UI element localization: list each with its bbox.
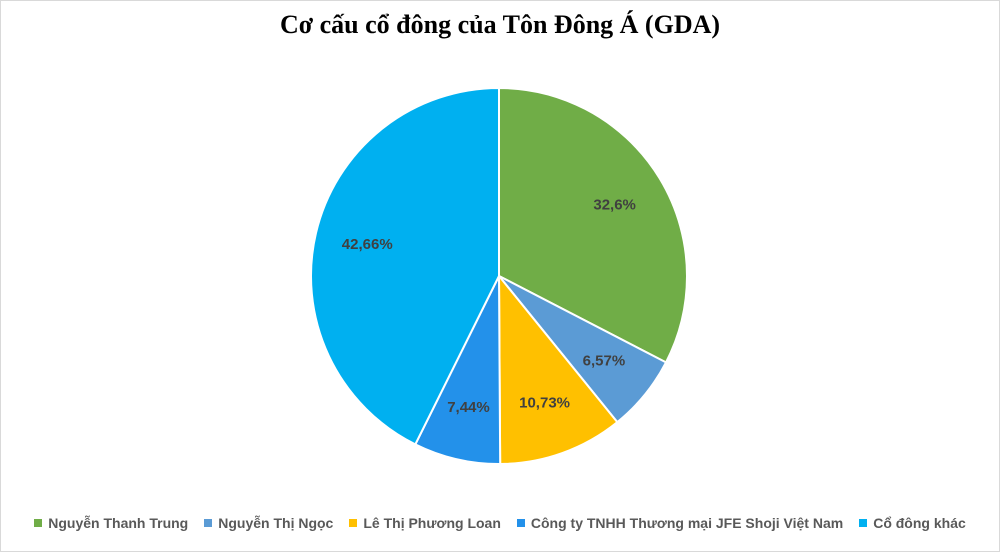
legend-item: Nguyễn Thanh Trung [34, 515, 188, 531]
legend-item: Lê Thị Phương Loan [349, 515, 501, 531]
data-label: 42,66% [342, 236, 393, 253]
legend-item: Nguyễn Thị Ngọc [204, 515, 333, 531]
pie-slice [497, 273, 619, 466]
data-label: 7,44% [447, 399, 490, 416]
chart-title: Cơ cấu cổ đông của Tôn Đông Á (GDA) [279, 10, 721, 39]
legend-label: Cổ đông khác [873, 515, 966, 531]
chart-legend: Nguyễn Thanh Trung Nguyễn Thị Ngọc Lê Thị … [0, 515, 1000, 531]
legend-label: Nguyễn Thị Ngọc [218, 515, 334, 531]
legend-swatch [204, 519, 213, 527]
data-label: 10,73% [519, 394, 570, 411]
legend-item: Công ty TNHH Thương mại JFE Shoji Việt N… [516, 515, 844, 531]
legend-swatch [349, 519, 358, 527]
legend-label: Công ty TNHH Thương mại JFE Shoji Việt N… [530, 515, 844, 531]
legend-label: Nguyễn Thanh Trung [48, 515, 189, 531]
legend-swatch [34, 519, 43, 527]
legend-swatch [516, 519, 525, 527]
legend-label: Lê Thị Phương Loan [363, 515, 501, 531]
data-label: 32,6% [593, 197, 636, 214]
pie-slice [310, 86, 500, 446]
legend-swatch [859, 519, 868, 527]
pie-slice [498, 86, 688, 364]
legend-item: Cổ đông khác [859, 515, 966, 531]
data-label: 6,57% [583, 352, 626, 369]
